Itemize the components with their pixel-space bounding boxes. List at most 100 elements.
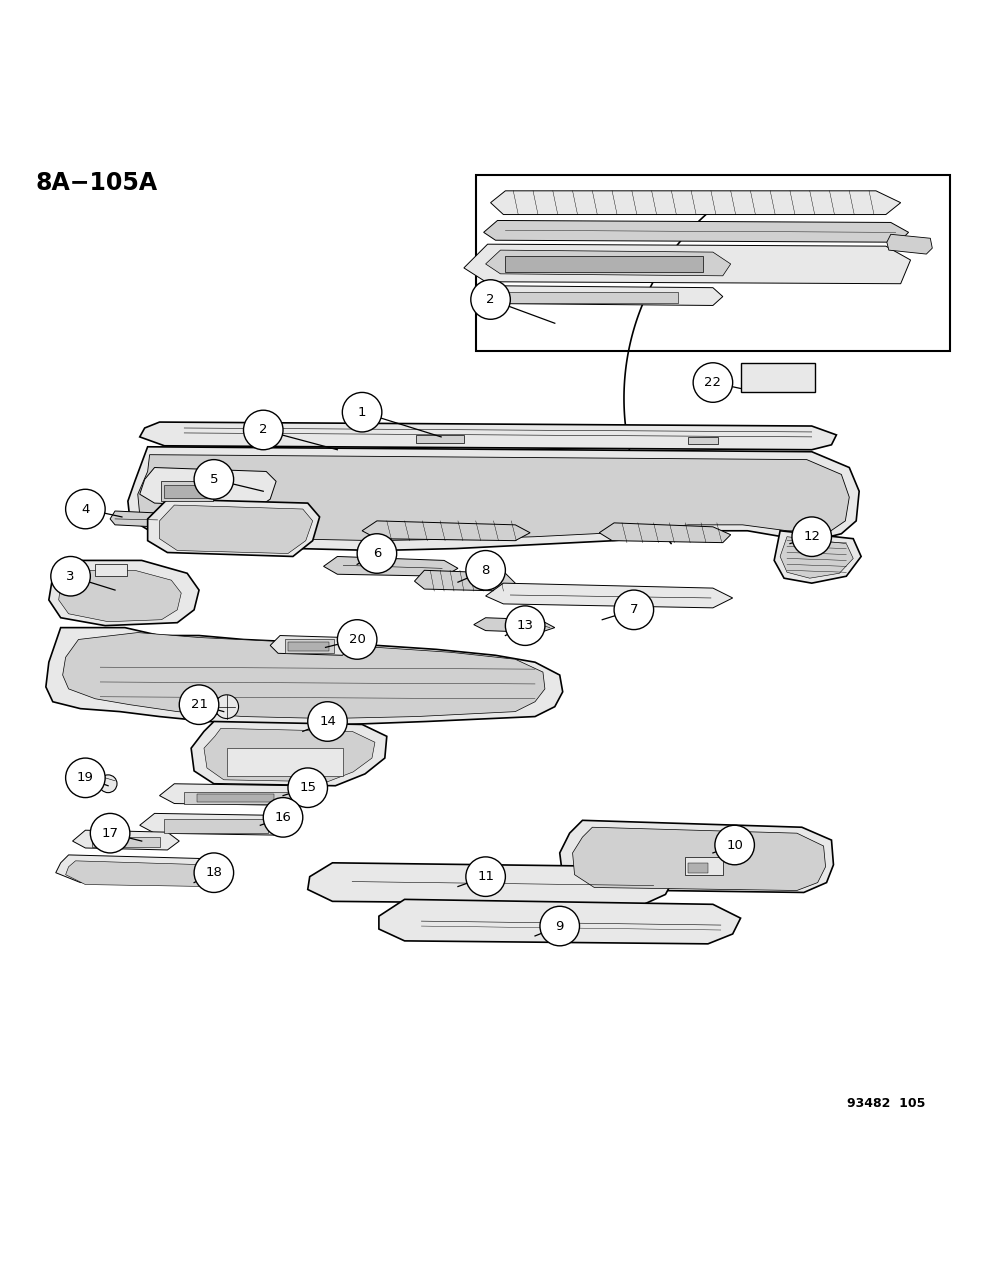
Circle shape — [466, 551, 505, 590]
Text: 9: 9 — [556, 919, 564, 932]
Polygon shape — [46, 627, 563, 724]
Polygon shape — [140, 468, 276, 507]
Circle shape — [792, 516, 831, 556]
Circle shape — [342, 393, 382, 432]
Circle shape — [179, 685, 219, 724]
Bar — [685, 857, 722, 875]
Bar — [416, 435, 464, 442]
Circle shape — [90, 813, 130, 853]
Text: 20: 20 — [349, 632, 366, 646]
Circle shape — [244, 411, 283, 450]
Circle shape — [99, 775, 117, 793]
Polygon shape — [191, 722, 386, 785]
Polygon shape — [110, 511, 160, 527]
Polygon shape — [140, 422, 836, 450]
Bar — [505, 256, 703, 272]
Polygon shape — [58, 570, 181, 622]
Text: 2: 2 — [259, 423, 268, 436]
Text: 15: 15 — [299, 782, 316, 794]
Polygon shape — [780, 537, 853, 578]
Bar — [165, 820, 269, 833]
Text: 14: 14 — [319, 715, 336, 728]
Text: 16: 16 — [275, 811, 291, 824]
Polygon shape — [140, 813, 293, 835]
Circle shape — [288, 768, 327, 807]
Text: 12: 12 — [804, 530, 821, 543]
Text: 17: 17 — [102, 826, 119, 840]
Text: 22: 22 — [705, 376, 721, 389]
Polygon shape — [774, 530, 861, 583]
Circle shape — [51, 556, 90, 595]
Circle shape — [65, 759, 105, 798]
Polygon shape — [573, 827, 826, 890]
Bar — [95, 565, 127, 576]
Polygon shape — [362, 521, 530, 541]
Bar — [500, 292, 678, 303]
Polygon shape — [491, 191, 901, 214]
Bar — [476, 175, 950, 351]
Bar — [162, 482, 213, 501]
Polygon shape — [55, 856, 227, 885]
Text: 5: 5 — [210, 473, 218, 486]
Text: 19: 19 — [77, 771, 94, 784]
Text: 8A−105A: 8A−105A — [36, 171, 159, 195]
Polygon shape — [379, 899, 740, 944]
Circle shape — [505, 606, 545, 645]
Polygon shape — [474, 617, 555, 632]
Bar — [197, 793, 275, 802]
Circle shape — [471, 279, 510, 319]
Bar — [740, 363, 815, 393]
Bar — [285, 640, 334, 653]
Polygon shape — [560, 820, 833, 892]
Circle shape — [715, 825, 754, 864]
Text: 4: 4 — [81, 502, 89, 515]
Polygon shape — [72, 830, 179, 850]
Polygon shape — [204, 728, 375, 782]
Text: 93482  105: 93482 105 — [846, 1096, 925, 1109]
Bar — [184, 792, 291, 803]
Polygon shape — [600, 523, 730, 543]
Bar — [92, 838, 160, 847]
Polygon shape — [887, 235, 933, 254]
Polygon shape — [464, 245, 911, 284]
Polygon shape — [160, 505, 313, 553]
Text: 1: 1 — [358, 405, 367, 418]
Polygon shape — [414, 570, 515, 592]
Circle shape — [194, 853, 234, 892]
Polygon shape — [138, 455, 849, 541]
Circle shape — [337, 620, 377, 659]
Bar — [688, 437, 717, 444]
Text: 7: 7 — [629, 603, 638, 616]
Circle shape — [693, 363, 732, 403]
Polygon shape — [486, 250, 730, 275]
Polygon shape — [62, 632, 545, 719]
Text: 3: 3 — [66, 570, 74, 583]
Polygon shape — [49, 561, 199, 626]
Circle shape — [65, 490, 105, 529]
Circle shape — [194, 459, 234, 499]
Text: 6: 6 — [373, 547, 382, 560]
Polygon shape — [160, 784, 313, 806]
Text: 2: 2 — [487, 293, 495, 306]
Bar — [227, 748, 343, 776]
Bar — [288, 643, 329, 652]
Circle shape — [264, 798, 303, 838]
Bar — [165, 486, 208, 499]
Text: 21: 21 — [190, 699, 207, 711]
Polygon shape — [128, 446, 859, 551]
Circle shape — [215, 695, 239, 719]
Polygon shape — [148, 499, 319, 556]
Polygon shape — [476, 286, 722, 306]
Polygon shape — [323, 556, 458, 576]
Circle shape — [614, 590, 654, 630]
Text: 13: 13 — [516, 620, 533, 632]
Circle shape — [308, 701, 347, 741]
Polygon shape — [486, 583, 732, 608]
Polygon shape — [484, 221, 909, 242]
Circle shape — [466, 857, 505, 896]
Polygon shape — [271, 635, 352, 655]
Bar — [688, 863, 708, 872]
Text: 11: 11 — [477, 870, 495, 884]
Polygon shape — [65, 861, 219, 886]
Text: 18: 18 — [205, 866, 222, 880]
